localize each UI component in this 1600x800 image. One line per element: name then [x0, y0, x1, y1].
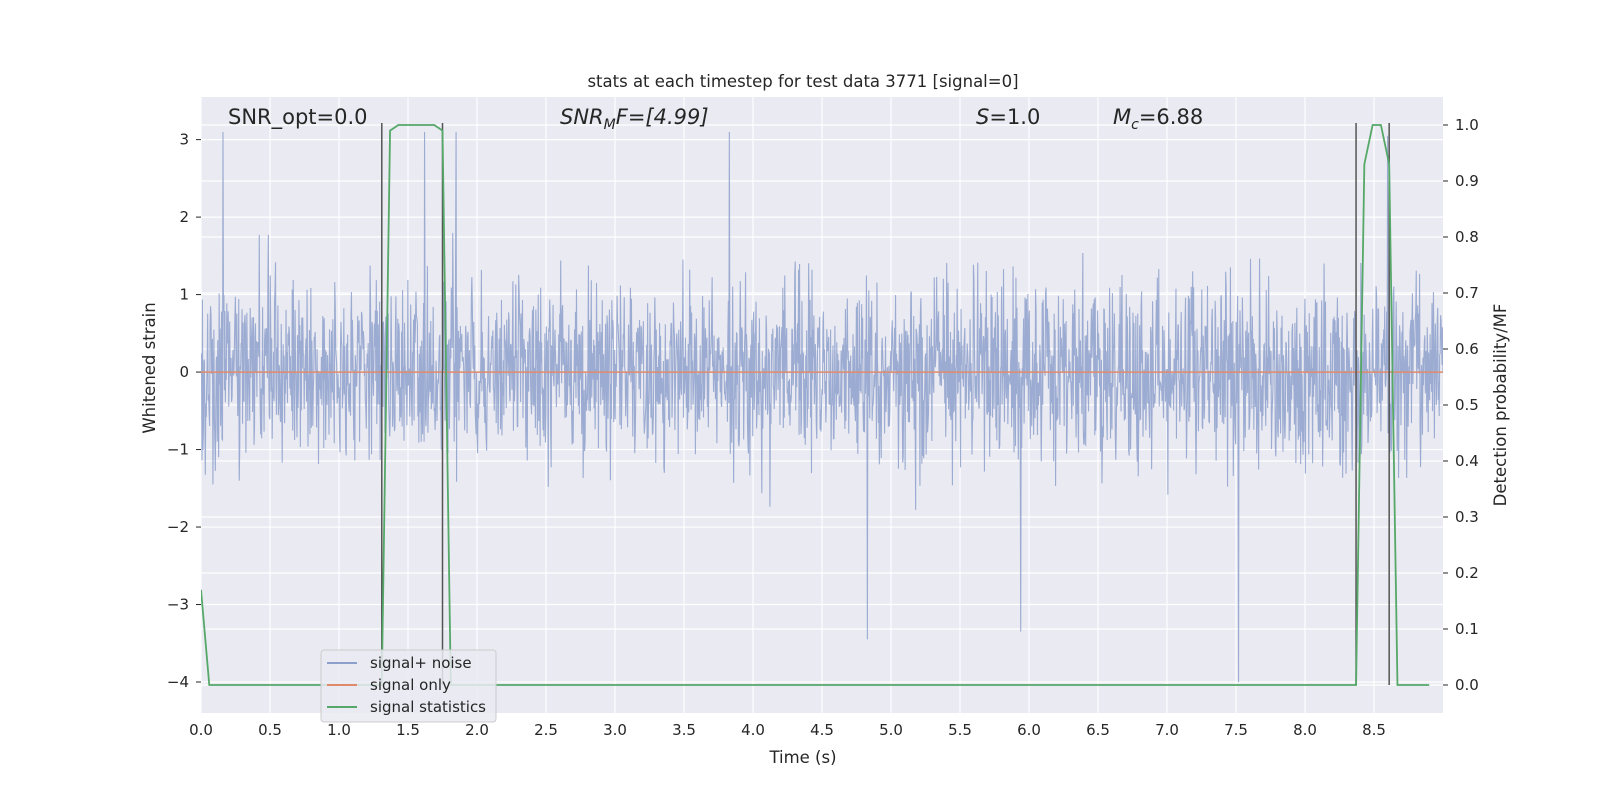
- annotation-mc-main: M: [1113, 105, 1131, 129]
- y-tick-label-right-1: 0.1: [1455, 620, 1479, 638]
- y-tick-label-left-7: 3: [179, 131, 189, 149]
- tick-labels: 0.0 0.5 1.0 1.5 2.0 2.5 3.0 3.5 4.0 4.5 5.0 5.5 6.0 6…: [167, 116, 1479, 739]
- annotation-mc: Mc=6.88: [1113, 105, 1203, 133]
- x-tick-label-10: 5.0: [879, 721, 903, 739]
- x-tick-label-13: 6.5: [1086, 721, 1110, 739]
- annotation-s-rest: =1.0: [989, 105, 1040, 129]
- y-tick-label-left-3: −1: [167, 441, 189, 459]
- x-tick-label-5: 2.5: [534, 721, 558, 739]
- x-tick-label-11: 5.5: [948, 721, 972, 739]
- x-tick-label-17: 8.5: [1362, 721, 1386, 739]
- legend-box: [320, 649, 497, 723]
- y-tick-label-right-10: 1.0: [1455, 116, 1479, 134]
- y-tick-label-left-6: 2: [179, 208, 189, 226]
- annotation-s: S=1.0: [976, 105, 1040, 129]
- annotation-mc-sub: c: [1131, 117, 1139, 133]
- y-tick-label-right-9: 0.9: [1455, 172, 1479, 190]
- y-tick-label-left-4: 0: [179, 363, 189, 381]
- x-tick-label-4: 2.0: [465, 721, 489, 739]
- y-tick-label-right-2: 0.2: [1455, 564, 1479, 582]
- x-tick-label-6: 3.0: [603, 721, 627, 739]
- x-tick-label-9: 4.5: [810, 721, 834, 739]
- x-tick-label-0: 0.0: [189, 721, 213, 739]
- annotation-snr-mf-rest: F=[4.99]: [616, 105, 709, 129]
- legend-label-signal-statistics: signal statistics: [370, 698, 486, 716]
- y-tick-label-right-3: 0.3: [1455, 508, 1479, 526]
- chart-title: stats at each timestep for test data 377…: [587, 72, 1018, 91]
- x-tick-label-14: 7.0: [1155, 721, 1179, 739]
- y-tick-label-right-6: 0.6: [1455, 340, 1479, 358]
- y-tick-label-right-4: 0.4: [1455, 452, 1479, 470]
- series-signal-noise: [201, 131, 1443, 683]
- legend: signal+ noise signal only signal statist…: [320, 649, 497, 723]
- y-tick-label-left-0: −4: [167, 673, 189, 691]
- annotation-snr-opt: SNR_opt=0.0: [228, 105, 368, 130]
- x-tick-label-12: 6.0: [1017, 721, 1041, 739]
- annotation-snr-mf: SNRMF=[4.99]: [560, 105, 709, 133]
- annotation-mc-rest: =6.88: [1139, 105, 1203, 129]
- y-tick-label-right-5: 0.5: [1455, 396, 1479, 414]
- x-tick-label-8: 4.0: [741, 721, 765, 739]
- x-axis-label: Time (s): [768, 748, 836, 767]
- y-tick-label-left-2: −2: [167, 518, 189, 536]
- annotation-snr-mf-main: SNR: [560, 105, 604, 129]
- annotation-snr-mf-sub: M: [604, 117, 616, 133]
- y-tick-label-left-1: −3: [167, 596, 189, 614]
- x-tick-label-15: 7.5: [1224, 721, 1248, 739]
- y-axis-label-right: Detection probability/MF: [1491, 304, 1510, 507]
- x-tick-label-1: 0.5: [258, 721, 282, 739]
- x-tick-label-7: 3.5: [672, 721, 696, 739]
- y-axis-label-left: Whitened strain: [140, 302, 159, 433]
- annotation-s-main: S: [976, 105, 989, 129]
- x-tick-label-2: 1.0: [327, 721, 351, 739]
- y-tick-label-right-0: 0.0: [1455, 676, 1479, 694]
- legend-label-signal-noise: signal+ noise: [370, 654, 472, 672]
- x-tick-label-3: 1.5: [396, 721, 420, 739]
- legend-label-signal-only: signal only: [370, 676, 451, 694]
- x-tick-label-16: 8.0: [1293, 721, 1317, 739]
- y-tick-label-right-8: 0.8: [1455, 228, 1479, 246]
- y-tick-label-left-5: 1: [179, 286, 189, 304]
- y-tick-label-right-7: 0.7: [1455, 284, 1479, 302]
